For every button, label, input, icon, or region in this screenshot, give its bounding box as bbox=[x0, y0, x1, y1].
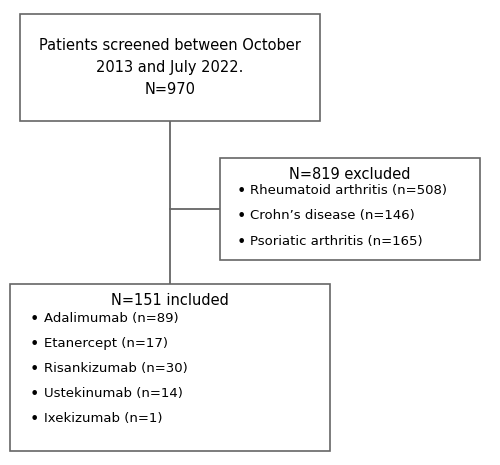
Text: •: • bbox=[236, 184, 246, 199]
Text: Ustekinumab (n=14): Ustekinumab (n=14) bbox=[44, 387, 183, 400]
Text: Patients screened between October
2013 and July 2022.
N=970: Patients screened between October 2013 a… bbox=[39, 38, 301, 97]
FancyBboxPatch shape bbox=[20, 14, 320, 121]
Text: N=819 excluded: N=819 excluded bbox=[289, 167, 411, 182]
Text: •: • bbox=[30, 312, 38, 326]
Text: •: • bbox=[30, 362, 38, 377]
Text: •: • bbox=[30, 387, 38, 402]
Text: Crohn’s disease (n=146): Crohn’s disease (n=146) bbox=[250, 209, 415, 222]
Text: Risankizumab (n=30): Risankizumab (n=30) bbox=[44, 362, 188, 375]
Text: •: • bbox=[236, 209, 246, 224]
FancyBboxPatch shape bbox=[10, 284, 330, 451]
FancyBboxPatch shape bbox=[220, 158, 480, 260]
Text: •: • bbox=[236, 235, 246, 250]
Text: •: • bbox=[30, 412, 38, 427]
Text: N=151 included: N=151 included bbox=[111, 293, 229, 308]
Text: Rheumatoid arthritis (n=508): Rheumatoid arthritis (n=508) bbox=[250, 184, 447, 197]
Text: Etanercept (n=17): Etanercept (n=17) bbox=[44, 337, 168, 350]
Text: Psoriatic arthritis (n=165): Psoriatic arthritis (n=165) bbox=[250, 235, 422, 248]
Text: Adalimumab (n=89): Adalimumab (n=89) bbox=[44, 312, 178, 325]
Text: •: • bbox=[30, 337, 38, 352]
Text: Ixekizumab (n=1): Ixekizumab (n=1) bbox=[44, 412, 162, 425]
